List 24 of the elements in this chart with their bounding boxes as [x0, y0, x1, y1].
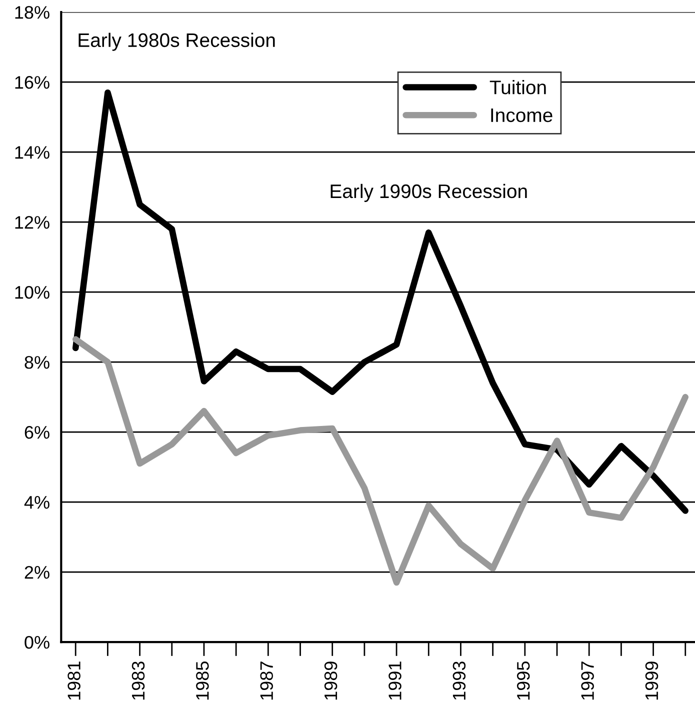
y-tick-label: 16% [15, 76, 50, 89]
y-tick-label: 14% [15, 146, 50, 159]
x-tick-label: 1987 [260, 662, 274, 700]
y-tick-label: 18% [15, 6, 50, 19]
x-tick-label: 1985 [196, 662, 209, 700]
x-tick-label: 1991 [388, 662, 402, 700]
x-tick-label: 1999 [645, 662, 658, 700]
y-tick-label: 0% [24, 636, 50, 649]
x-tick-label: 1995 [516, 662, 530, 700]
x-tick-label: 1981 [68, 662, 80, 700]
y-tick-label: 4% [24, 496, 50, 509]
y-tick-label: 8% [24, 356, 50, 369]
x-tick-label: 1993 [452, 662, 466, 700]
x-tick-label: 1989 [324, 662, 338, 700]
legend-label: Income [491, 108, 552, 122]
legend-label: Tuition [490, 80, 546, 94]
y-tick-label: 2% [24, 566, 50, 579]
x-tick-label: 1983 [132, 662, 145, 700]
annotation: Early 1990s Recession [330, 184, 527, 202]
y-tick-label: 12% [15, 216, 50, 229]
annotation: Early 1980s Recession [78, 32, 275, 51]
y-tick-label: 10% [15, 286, 50, 299]
y-tick-label: 6% [24, 426, 50, 439]
x-tick-label: 1997 [581, 662, 594, 700]
